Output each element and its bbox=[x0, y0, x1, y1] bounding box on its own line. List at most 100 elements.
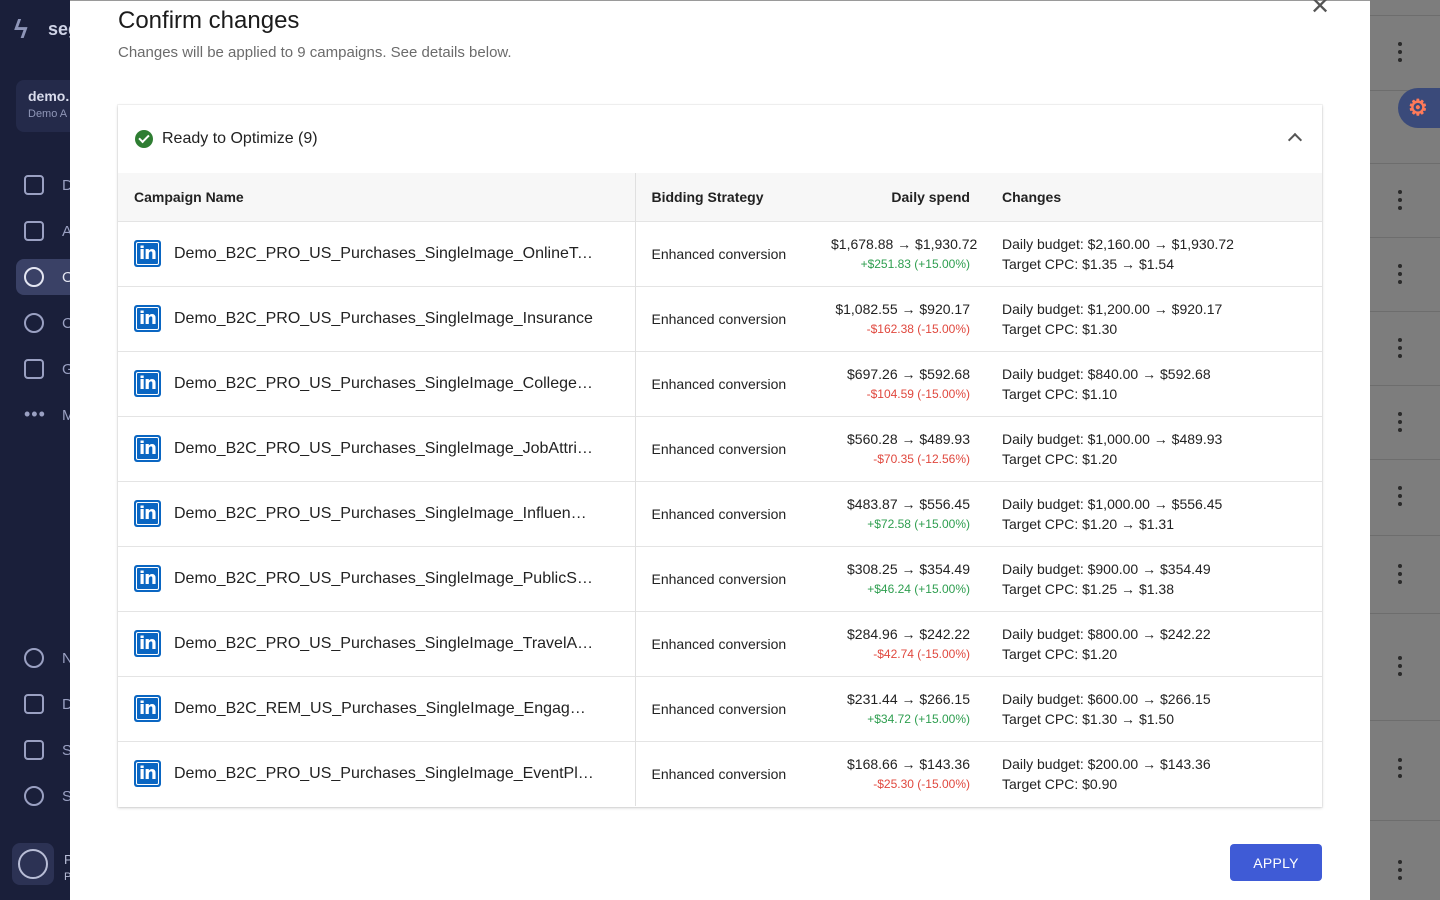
nav-label: G bbox=[62, 360, 74, 378]
budget-change: Daily budget: $2,160.00 → $1,930.72 bbox=[1002, 235, 1234, 252]
spend-delta: -$70.35 (-12.56%) bbox=[873, 452, 970, 466]
row-menu-icon[interactable] bbox=[1393, 190, 1407, 210]
row-menu-icon[interactable] bbox=[1393, 860, 1407, 880]
column-header-bidding-strategy: Bidding Strategy bbox=[635, 173, 815, 221]
table-row: in Demo_B2C_PRO_US_Purchases_SingleImage_… bbox=[118, 285, 1322, 351]
spend-change: $697.26 → $592.68 bbox=[847, 366, 970, 382]
campaign-name-wrap: in Demo_B2C_PRO_US_Purchases_SingleImage_… bbox=[134, 760, 619, 788]
campaign-name: Demo_B2C_PRO_US_Purchases_SingleImage_Tr… bbox=[174, 634, 594, 652]
campaign-name: Demo_B2C_PRO_US_Purchases_SingleImage_Pu… bbox=[174, 569, 594, 587]
row-menu-icon[interactable] bbox=[1393, 656, 1407, 676]
row-menu-icon[interactable] bbox=[1393, 758, 1407, 778]
cpc-change: Target CPC: $1.10 bbox=[1002, 385, 1118, 402]
nav-label: S bbox=[62, 787, 73, 805]
changes-cell: Daily budget: $1,000.00 → $489.93 Target … bbox=[986, 415, 1322, 481]
row-menu-icon[interactable] bbox=[1393, 42, 1407, 62]
linkedin-glyph: in bbox=[139, 243, 157, 264]
spend-change: $308.25 → $354.49 bbox=[847, 561, 970, 577]
table-row: in Demo_B2C_PRO_US_Purchases_SingleImage_… bbox=[118, 350, 1322, 416]
row-menu-icon[interactable] bbox=[1393, 412, 1407, 432]
daily-spend-cell: $483.87 → $556.45 +$72.58 (+15.00%) bbox=[815, 480, 986, 546]
changes-cell: Daily budget: $840.00 → $592.68 Target CP… bbox=[986, 350, 1322, 416]
linkedin-icon: in bbox=[134, 305, 161, 332]
nav-label: A bbox=[62, 222, 73, 240]
daily-spend-cell: $697.26 → $592.68 -$104.59 (-15.00%) bbox=[815, 350, 986, 416]
spend-delta: -$42.74 (-15.00%) bbox=[873, 647, 970, 661]
spend-delta: -$25.30 (-15.00%) bbox=[873, 777, 970, 792]
nav-item-docs[interactable]: D bbox=[16, 686, 106, 722]
budget-change: Daily budget: $600.00 → $266.15 bbox=[1002, 690, 1211, 707]
campaign-name-wrap: in Demo_B2C_PRO_US_Purchases_SingleImage_… bbox=[134, 240, 619, 267]
dialog-title: Confirm changes bbox=[118, 7, 300, 34]
nav-item-experiments[interactable]: G bbox=[16, 351, 106, 387]
nav-item-notifications[interactable]: N bbox=[16, 640, 106, 676]
nav-label: C bbox=[62, 314, 73, 332]
column-header-campaign-name: Campaign Name bbox=[118, 173, 636, 221]
nav-item-campaigns[interactable]: C bbox=[16, 305, 106, 341]
campaign-name-wrap: in Demo_B2C_PRO_US_Purchases_SingleImage_… bbox=[134, 305, 619, 332]
linkedin-icon: in bbox=[134, 565, 161, 592]
campaign-name: Demo_B2C_PRO_US_Purchases_SingleImage_Ev… bbox=[174, 764, 594, 782]
bidding-strategy-cell: Enhanced conversion bbox=[635, 545, 815, 611]
table-row: in Demo_B2C_PRO_US_Purchases_SingleImage_… bbox=[118, 740, 1322, 806]
flask-icon bbox=[24, 359, 44, 379]
linkedin-glyph: in bbox=[139, 503, 157, 524]
row-menu-icon[interactable] bbox=[1393, 264, 1407, 284]
column-header-daily-spend: Daily spend bbox=[815, 173, 986, 221]
row-menu-icon[interactable] bbox=[1393, 486, 1407, 506]
bg-row-divider bbox=[1370, 15, 1440, 16]
changes-cell: Daily budget: $1,000.00 → $556.45 Target … bbox=[986, 480, 1322, 546]
bidding-strategy-cell: Enhanced conversion bbox=[635, 350, 815, 416]
nav-item-dashboard[interactable]: D bbox=[16, 167, 106, 203]
nav-item-support[interactable]: S bbox=[16, 732, 106, 768]
apply-button[interactable]: APPLY bbox=[1230, 844, 1322, 881]
cpc-change: Target CPC: $1.20 bbox=[1002, 450, 1118, 467]
bidding-strategy-cell: Enhanced conversion bbox=[635, 675, 815, 741]
nav-label: D bbox=[62, 176, 73, 194]
row-menu-icon[interactable] bbox=[1393, 338, 1407, 358]
chevron-up-icon[interactable] bbox=[1288, 131, 1300, 143]
cpc-change: Target CPC: $1.30 bbox=[1002, 320, 1118, 337]
close-icon[interactable]: ✕ bbox=[1309, 0, 1331, 20]
bidding-strategy-cell: Enhanced conversion bbox=[635, 220, 815, 286]
dashboard-icon bbox=[24, 175, 44, 195]
bidding-strategy-cell: Enhanced conversion bbox=[635, 740, 815, 806]
spend-delta: +$34.72 (+15.00%) bbox=[867, 712, 970, 726]
linkedin-glyph: in bbox=[139, 373, 157, 394]
user-icon bbox=[18, 849, 48, 879]
campaign-name-cell: in Demo_B2C_REM_US_Purchases_SingleImage_… bbox=[118, 675, 636, 741]
optimization-icon bbox=[24, 267, 44, 287]
budget-change: Daily budget: $1,200.00 → $920.17 bbox=[1002, 300, 1223, 317]
campaign-name: Demo_B2C_REM_US_Purchases_SingleImage_En… bbox=[174, 699, 594, 717]
daily-spend-cell: $308.25 → $354.49 +$46.24 (+15.00%) bbox=[815, 545, 986, 611]
panel-header[interactable]: Ready to Optimize (9) bbox=[118, 105, 1322, 173]
spend-change: $483.87 → $556.45 bbox=[847, 496, 970, 512]
linkedin-icon: in bbox=[134, 760, 161, 788]
changes-cell: Daily budget: $900.00 → $354.49 Target CP… bbox=[986, 545, 1322, 611]
row-menu-icon[interactable] bbox=[1393, 564, 1407, 584]
spend-delta: +$251.83 (+15.00%) bbox=[860, 257, 970, 271]
user-name: P bbox=[64, 852, 73, 867]
cpc-change: Target CPC: $1.20 bbox=[1002, 645, 1118, 662]
linkedin-glyph: in bbox=[139, 698, 157, 719]
nav-item-analytics[interactable]: A bbox=[16, 213, 106, 249]
daily-spend-cell: $560.28 → $489.93 -$70.35 (-12.56%) bbox=[815, 415, 986, 481]
avatar[interactable] bbox=[12, 843, 54, 885]
campaigns-icon bbox=[24, 313, 44, 333]
table-row: in Demo_B2C_PRO_US_Purchases_SingleImage_… bbox=[118, 610, 1322, 676]
bg-row-divider bbox=[1370, 90, 1440, 91]
spend-delta: -$162.38 (-15.00%) bbox=[866, 322, 970, 336]
analytics-icon bbox=[24, 221, 44, 241]
campaign-name-wrap: in Demo_B2C_PRO_US_Purchases_SingleImage_… bbox=[134, 630, 619, 657]
campaign-name-wrap: in Demo_B2C_PRO_US_Purchases_SingleImage_… bbox=[134, 435, 619, 462]
hubspot-icon[interactable]: ⚙ bbox=[1398, 88, 1440, 128]
daily-spend-cell: $168.66 → $143.36 -$25.30 (-15.00%) bbox=[815, 740, 986, 806]
table-row: in Demo_B2C_REM_US_Purchases_SingleImage_… bbox=[118, 675, 1322, 741]
spend-change: $231.44 → $266.15 bbox=[847, 691, 970, 707]
check-circle-icon bbox=[135, 130, 153, 148]
bidding-strategy-cell: Enhanced conversion bbox=[635, 610, 815, 676]
cpc-change: Target CPC: $1.25 → $1.38 bbox=[1002, 580, 1174, 597]
campaign-name-cell: in Demo_B2C_PRO_US_Purchases_SingleImage_… bbox=[118, 350, 636, 416]
campaign-name: Demo_B2C_PRO_US_Purchases_SingleImage_In… bbox=[174, 309, 593, 327]
nav-item-settings[interactable]: S bbox=[16, 778, 106, 814]
